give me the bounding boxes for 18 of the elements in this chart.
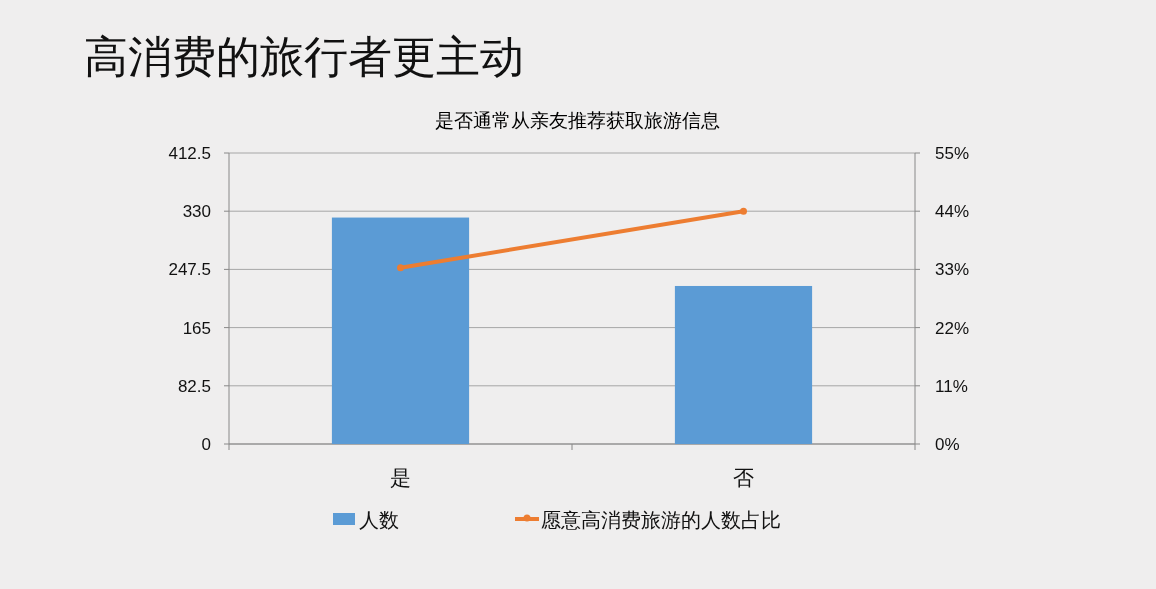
x-tick-label: 否 [733,466,754,489]
chart-title: 高消费的旅行者更主动 [84,32,524,81]
y-tick-label: 0 [201,435,211,454]
y-tick-label: 412.5 [168,144,211,163]
x-tick-label: 是 [390,466,411,489]
legend-label: 愿意高消费旅游的人数占比 [541,509,781,531]
chart-subtitle: 是否通常从亲友推荐获取旅游信息 [434,110,720,131]
y-tick-label: 330 [182,202,211,222]
y2-tick-label: 55% [935,144,970,163]
y2-tick-label: 11% [935,376,968,396]
legend-label: 人数 [359,509,399,531]
y2-tick-label: 0% [935,435,960,454]
y2-tick-label: 44% [935,202,970,222]
y2-tick-label: 22% [935,318,970,338]
y-tick-label: 82.5 [177,376,211,396]
y-tick-label: 247.5 [168,260,211,280]
y-tick-label: 165 [182,318,211,338]
y2-tick-label: 33% [935,260,970,280]
